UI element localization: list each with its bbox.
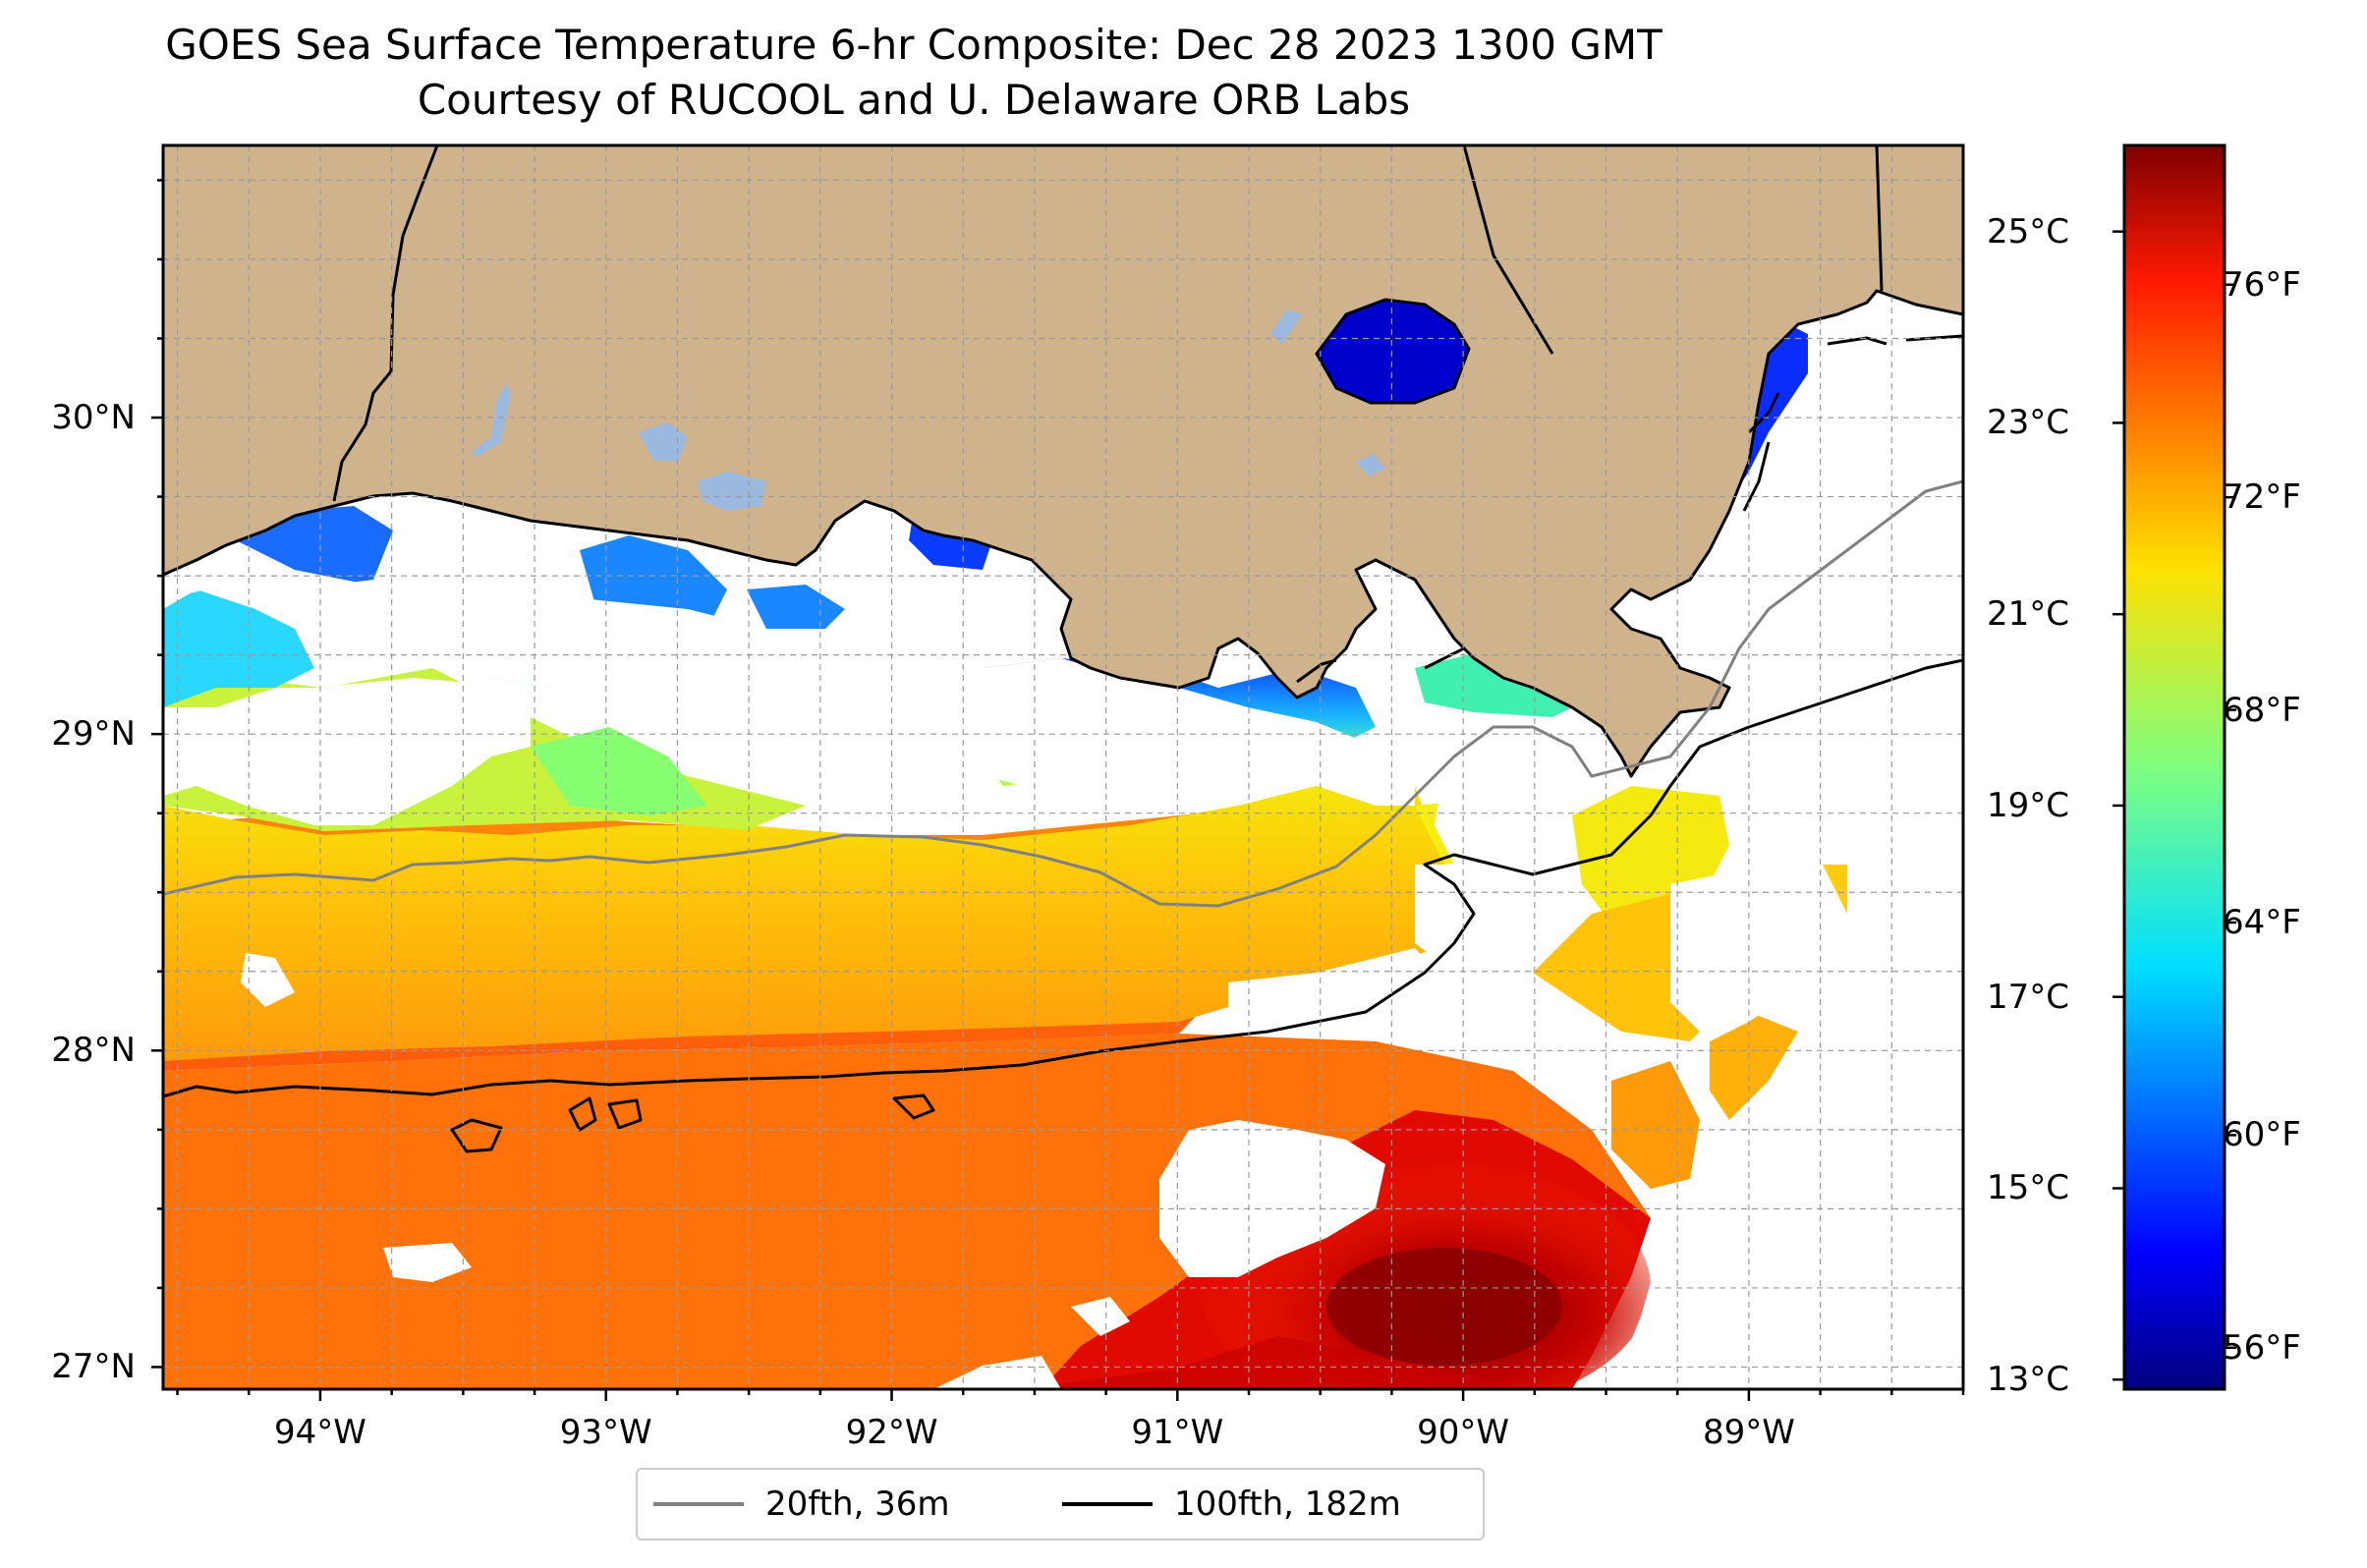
isobath-legend: 20fth, 36m 100fth, 182m xyxy=(636,1468,1485,1540)
map-frame xyxy=(161,143,1965,1391)
colorbar-fahrenheit-label: 60°F xyxy=(2223,1115,2301,1155)
lon-tick-label: 94°W xyxy=(273,1413,366,1452)
lake-pontchartrain xyxy=(1315,298,1471,405)
colorbar-celsius-label: 25°C xyxy=(1987,211,2070,252)
colorbar-fahrenheit-label: 68°F xyxy=(2223,690,2301,730)
legend-label-20fth: 20fth, 36m xyxy=(765,1484,950,1524)
coastline-islands xyxy=(332,145,1963,684)
colorbar-celsius-label: 13°C xyxy=(1987,1360,2070,1400)
colorbar-celsius-label: 15°C xyxy=(1987,1168,2070,1208)
colorbar-fahrenheit-label: 72°F xyxy=(2223,477,2301,518)
legend-swatch-20fth xyxy=(653,1502,744,1506)
lon-tick-label: 92°W xyxy=(845,1413,938,1452)
lon-tick-label: 89°W xyxy=(1702,1413,1795,1452)
lat-tick-label: 27°N xyxy=(51,1347,136,1387)
lon-tick-label: 91°W xyxy=(1131,1413,1224,1452)
legend-item-20fth: 20fth, 36m xyxy=(653,1470,950,1539)
colorbar-ticks xyxy=(2113,230,2236,1381)
lon-tick-label: 93°W xyxy=(559,1413,652,1452)
legend-item-100fth: 100fth, 182m xyxy=(1062,1470,1401,1539)
map-title: GOES Sea Surface Temperature 6-hr Compos… xyxy=(165,21,1663,69)
colorbar-celsius-label: 23°C xyxy=(1987,403,2070,443)
colorbar-celsius-label: 21°C xyxy=(1987,594,2070,635)
land-mass xyxy=(163,145,1963,778)
colorbar-frame xyxy=(2122,143,2226,1391)
legend-label-100fth: 100fth, 182m xyxy=(1174,1484,1401,1524)
colorbar-celsius-label: 19°C xyxy=(1987,785,2070,825)
colorbar xyxy=(2124,145,2225,1389)
lat-tick-label: 29°N xyxy=(51,714,136,755)
gridlines xyxy=(163,145,1963,1389)
lon-tick-label: 90°W xyxy=(1417,1413,1510,1452)
lat-tick-label: 28°N xyxy=(51,1031,136,1071)
isobaths xyxy=(163,479,1963,1153)
legend-swatch-100fth xyxy=(1062,1502,1153,1506)
map-subtitle: Courtesy of RUCOOL and U. Delaware ORB L… xyxy=(417,76,1411,124)
axis-ticks xyxy=(151,179,1965,1401)
lat-tick-label: 30°N xyxy=(51,398,136,438)
colorbar-fahrenheit-label: 64°F xyxy=(2223,902,2301,942)
colorbar-celsius-label: 17°C xyxy=(1987,977,2070,1017)
colorbar-fahrenheit-label: 56°F xyxy=(2223,1327,2301,1368)
colorbar-fahrenheit-label: 76°F xyxy=(2223,264,2301,305)
